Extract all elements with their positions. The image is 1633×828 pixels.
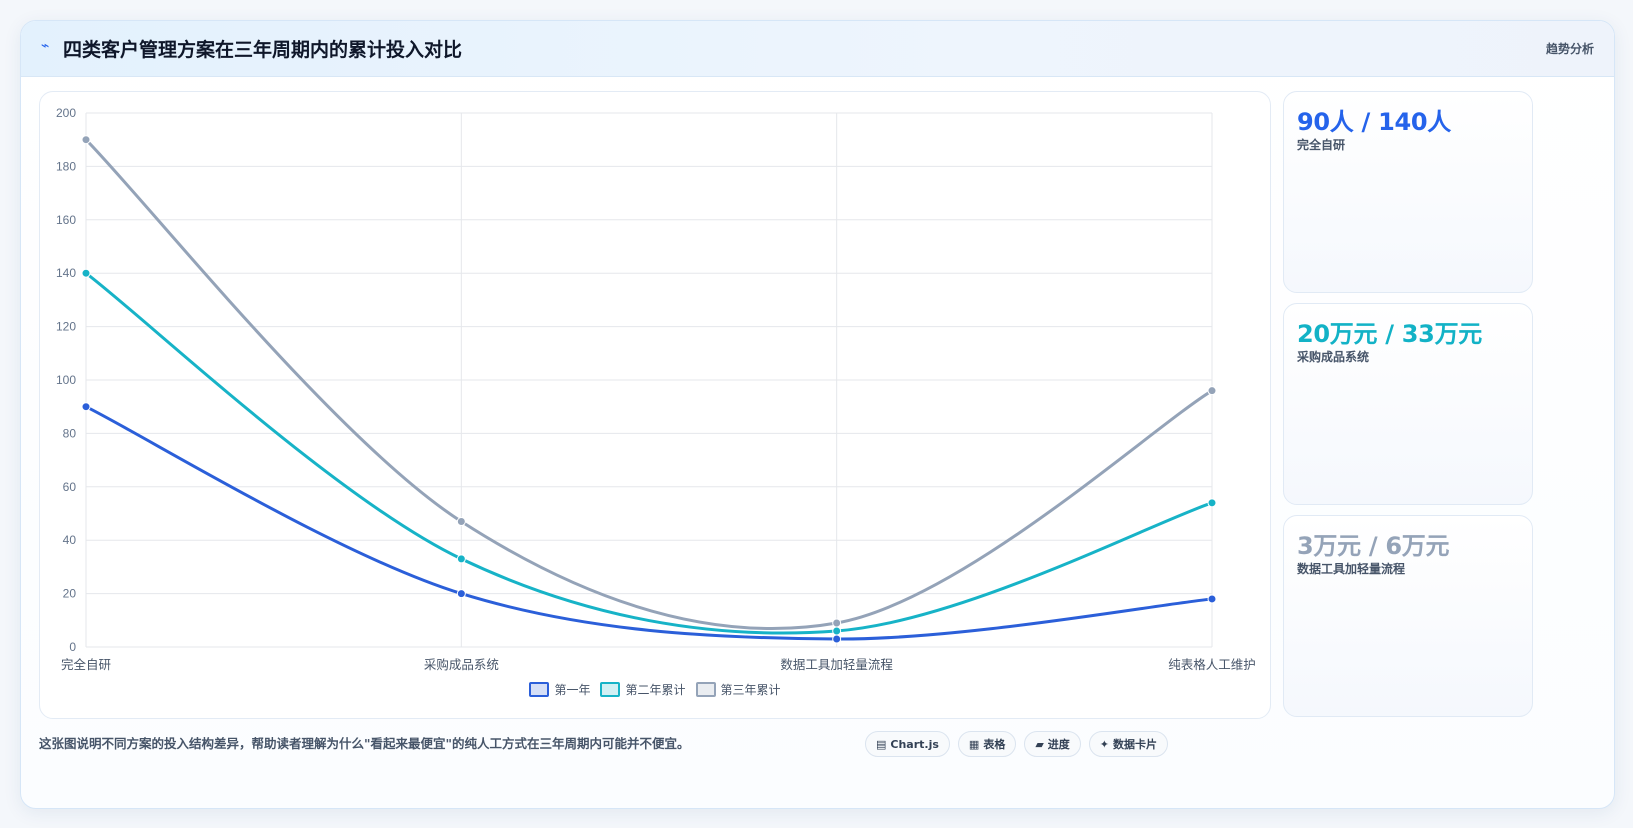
chip-label: 表格 xyxy=(983,738,1006,751)
x-tick-label: 数据工具加轻量流程 xyxy=(780,657,893,672)
chart-title: 四类客户管理方案在三年周期内的累计投入对比 xyxy=(63,39,463,61)
legend-swatch xyxy=(600,681,621,697)
chip-label: 数据卡片 xyxy=(1113,738,1158,751)
chart-icon: ▤ xyxy=(876,737,887,751)
series-line xyxy=(84,138,1214,630)
bolt-icon: ⌁ xyxy=(41,38,50,54)
data-point xyxy=(1207,498,1217,508)
legend-swatch xyxy=(529,681,550,697)
data-point xyxy=(81,135,91,145)
legend-swatch xyxy=(695,681,716,697)
legend-item[interactable]: 第二年累计 xyxy=(600,679,686,699)
y-tick-label: 80 xyxy=(63,426,77,440)
table-icon: ▦ xyxy=(968,737,980,751)
stat-value: 20万元 / 33万元 xyxy=(1297,320,1482,348)
y-tick-label: 200 xyxy=(56,106,76,120)
x-tick-label: 完全自研 xyxy=(61,657,111,672)
y-tick-label: 0 xyxy=(69,640,76,654)
trend-analysis-tag[interactable]: 趋势分析 xyxy=(1545,42,1594,56)
y-tick-label: 160 xyxy=(56,213,76,227)
data-point xyxy=(832,626,842,636)
chart-legend: 第一年 第二年累计 第三年累计 xyxy=(40,679,1270,699)
stat-value: 3万元 / 6万元 xyxy=(1297,532,1450,560)
y-tick-label: 140 xyxy=(56,266,76,280)
data-point xyxy=(81,402,91,412)
y-tick-label: 100 xyxy=(56,373,76,387)
stat-card-purchased-system: 20万元 / 33万元 采购成品系统 xyxy=(1283,303,1533,505)
chip-label: Chart.js xyxy=(890,737,939,751)
card-header: ⌁ 四类客户管理方案在三年周期内的累计投入对比 趋势分析 xyxy=(21,21,1614,77)
chip-table[interactable]: ▦ 表格 xyxy=(957,731,1017,757)
legend-label: 第三年累计 xyxy=(720,682,781,697)
y-tick-label: 120 xyxy=(56,320,76,334)
data-point xyxy=(81,268,91,278)
y-tick-label: 40 xyxy=(63,533,77,547)
y-tick-label: 20 xyxy=(63,587,77,601)
series-line xyxy=(84,405,1214,641)
data-point xyxy=(1207,594,1217,604)
main-card: ⌁ 四类客户管理方案在三年周期内的累计投入对比 趋势分析 0 20 40 60 80 10… xyxy=(20,20,1615,809)
sparkle-icon: ✦ xyxy=(1099,737,1110,751)
data-point xyxy=(456,589,466,599)
data-point xyxy=(456,517,466,527)
feature-chips: ▤ Chart.js ▦ 表格 ▰ 进度 ✦ 数据卡片 xyxy=(865,731,1169,757)
line-chart: 0 20 40 60 80 100 120 140 160 180 200 完全自研 采购成品系统 数据工… xyxy=(56,106,1256,672)
data-point xyxy=(456,554,466,564)
legend-label: 第二年累计 xyxy=(625,682,686,697)
series-line xyxy=(84,271,1214,635)
data-point xyxy=(1207,386,1217,396)
stat-label: 数据工具加轻量流程 xyxy=(1297,562,1406,576)
legend-label: 第一年 xyxy=(554,682,591,697)
chart-panel: 0 20 40 60 80 100 120 140 160 180 200 完全自研 采购成品系统 数据工… xyxy=(39,91,1271,719)
footer-note: 这张图说明不同方案的投入结构差异，帮助读者理解为什么"看起来最便宜"的纯人工方式… xyxy=(39,736,690,751)
stat-card-data-tools: 3万元 / 6万元 数据工具加轻量流程 xyxy=(1283,515,1533,717)
stat-card-self-built: 90人 / 140人 完全自研 xyxy=(1283,91,1533,293)
chip-label: 进度 xyxy=(1047,738,1070,751)
x-tick-label: 采购成品系统 xyxy=(424,657,499,672)
legend-item[interactable]: 第三年累计 xyxy=(695,679,781,699)
chip-sparkle[interactable]: ✦ 数据卡片 xyxy=(1088,731,1169,757)
y-tick-label: 180 xyxy=(56,159,76,173)
x-tick-label: 纯表格人工维护 xyxy=(1168,657,1256,672)
chip-chart[interactable]: ▤ Chart.js xyxy=(865,731,950,757)
data-point xyxy=(832,634,842,644)
data-point xyxy=(832,618,842,628)
legend-item[interactable]: 第一年 xyxy=(529,679,590,699)
stat-label: 完全自研 xyxy=(1297,138,1346,152)
y-tick-label: 60 xyxy=(63,480,77,494)
stat-value: 90人 / 140人 xyxy=(1297,108,1451,136)
stat-label: 采购成品系统 xyxy=(1297,350,1370,364)
progress-icon: ▰ xyxy=(1035,737,1044,751)
chip-progress[interactable]: ▰ 进度 xyxy=(1024,731,1081,757)
